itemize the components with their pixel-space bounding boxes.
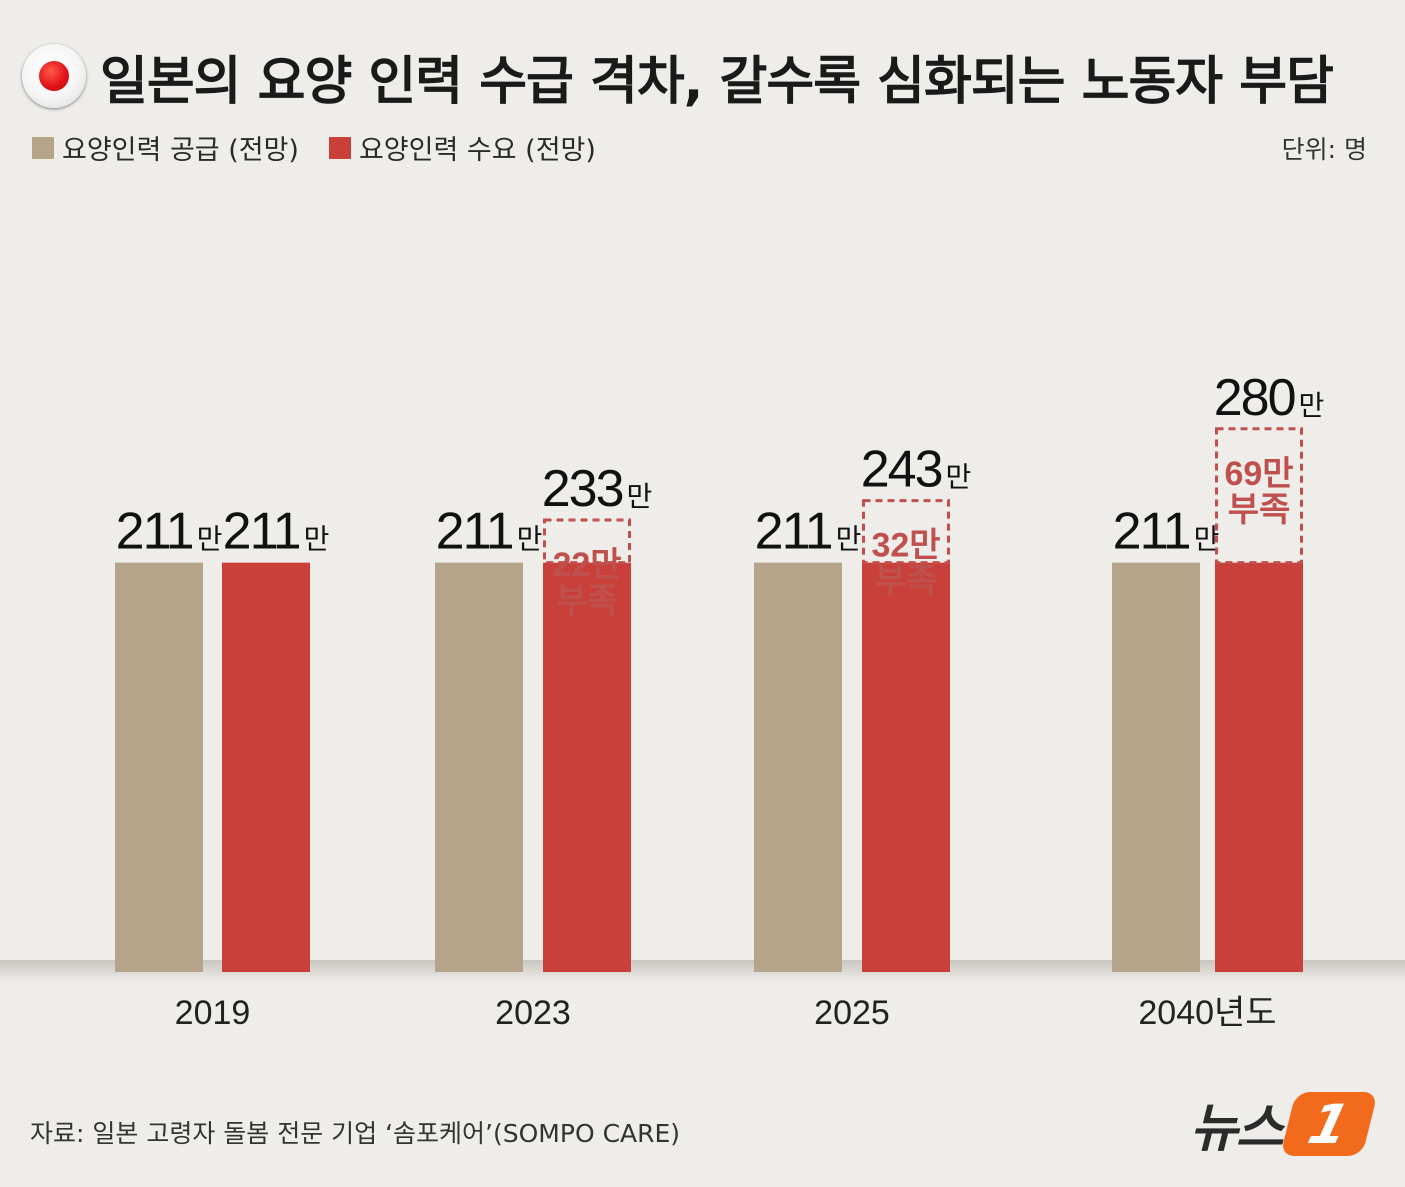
source-note: 자료: 일본 고령자 돌봄 전문 기업 ‘솜포케어’(SOMPO CARE) [30, 1119, 681, 1148]
label-demand-2023: 233 만 [542, 460, 653, 518]
bar-supply-2019 [115, 562, 203, 972]
shortage-box-2025 [862, 499, 950, 565]
bar-demand-2040년도 [1215, 562, 1303, 972]
logo-mark: 1 [1279, 1091, 1378, 1156]
unit-label: 단위: 명 [1281, 135, 1367, 164]
category-label-2040년도: 2040년도 [1138, 994, 1276, 1032]
legend-swatch-supply [32, 136, 54, 159]
bar-demand-2023 [543, 562, 631, 972]
bar-supply-2023 [435, 562, 523, 972]
chart-floor [0, 960, 1405, 982]
legend-item-demand: 요양인력 수요 (전망) [328, 128, 596, 167]
legend: 요양인력 공급 (전망) 요양인력 수요 (전망) [32, 128, 626, 167]
label-demand-2040년도: 280 만 [1214, 369, 1325, 427]
shortage-label-2025: 32만 부족 [871, 527, 940, 601]
legend-label-supply: 요양인력 공급 (전망) [62, 135, 299, 166]
label-demand-2025: 243 만 [861, 441, 972, 499]
label-supply-2040년도: 211 만 [1113, 503, 1220, 561]
chart-title: 일본의 요양 인력 수급 격차, 갈수록 심화되는 노동자 부담 [100, 51, 1334, 112]
japan-flag-icon [22, 44, 86, 108]
label-supply-2019: 211 만 [116, 503, 223, 561]
title-bar: 일본의 요양 인력 수급 격차, 갈수록 심화되는 노동자 부담 [22, 36, 1334, 116]
shortage-label-2040년도: 69만 부족 [1224, 455, 1293, 529]
label-supply-2023: 211 만 [436, 503, 543, 561]
label-demand-2019: 211 만 [223, 503, 330, 561]
legend-label-demand: 요양인력 수요 (전망) [358, 135, 596, 166]
logo-mark-text: 1 [1302, 1092, 1356, 1155]
bar-supply-2040년도 [1112, 562, 1200, 972]
shortage-box-2023 [543, 518, 631, 565]
category-label-2019: 2019 [175, 994, 251, 1032]
news1-logo: 뉴스 1 [1190, 1086, 1378, 1161]
legend-swatch-demand [328, 136, 351, 159]
bar-supply-2025 [754, 562, 842, 972]
bar-demand-2019 [222, 562, 310, 972]
shortage-label-2023: 22만 부족 [552, 546, 621, 620]
shortage-box-2040년도 [1215, 427, 1303, 565]
category-label-2025: 2025 [814, 994, 890, 1032]
category-label-2023: 2023 [495, 994, 571, 1032]
bar-demand-2025 [862, 562, 950, 972]
label-supply-2025: 211 만 [755, 503, 862, 561]
legend-item-supply: 요양인력 공급 (전망) [32, 128, 299, 167]
logo-text: 뉴스 [1190, 1099, 1284, 1159]
